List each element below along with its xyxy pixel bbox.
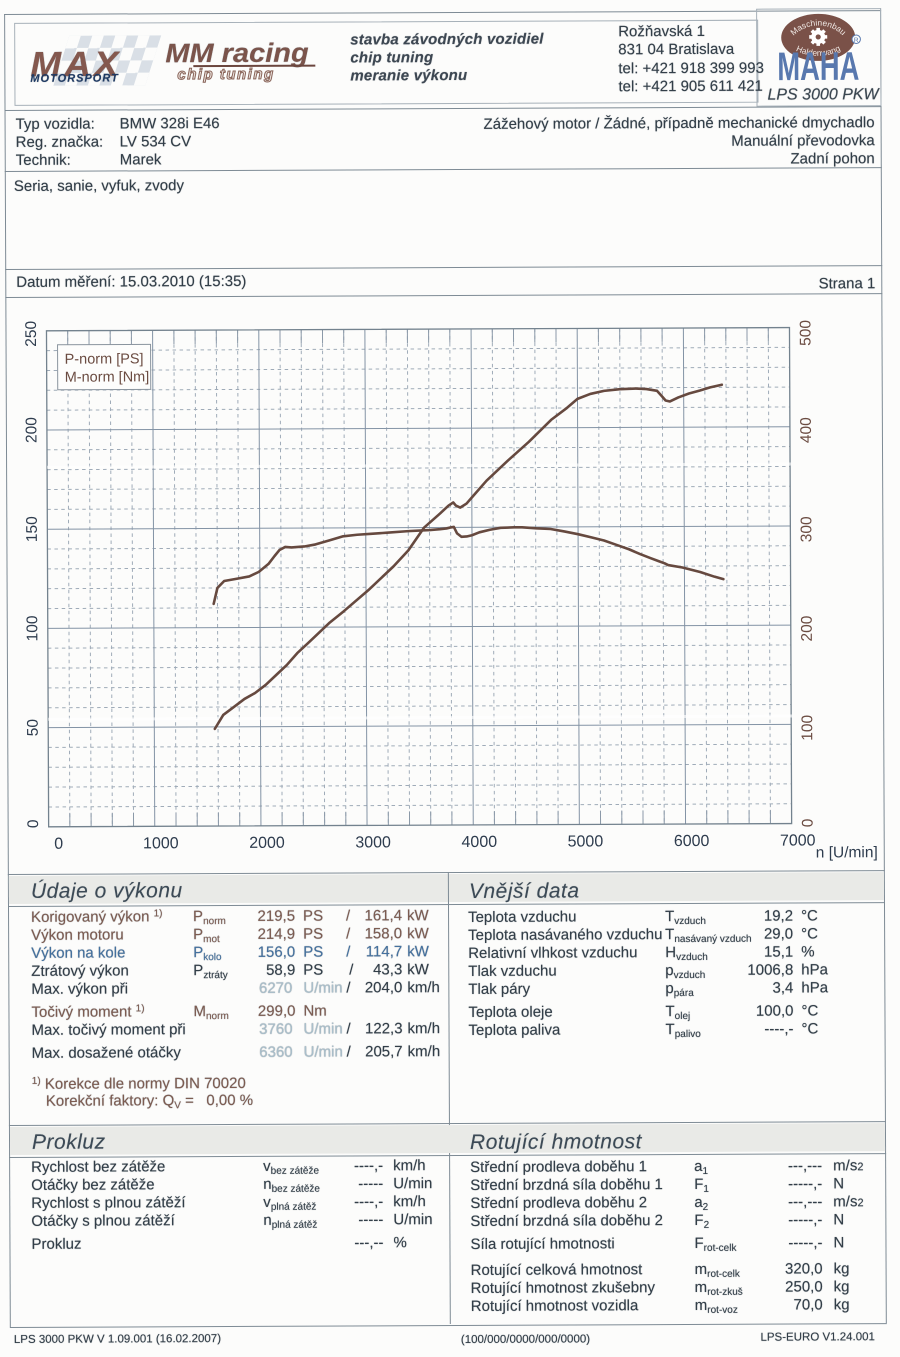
svg-text:0: 0	[25, 819, 42, 828]
svg-text:200: 200	[23, 417, 40, 443]
svg-text:P-norm [PS]: P-norm [PS]	[65, 351, 144, 367]
svg-text:100: 100	[799, 714, 816, 740]
svg-text:7000: 7000	[780, 832, 816, 849]
svg-text:5000: 5000	[568, 833, 604, 850]
svg-text:0: 0	[800, 818, 817, 827]
svg-text:Haldenwang: Haldenwang	[795, 42, 842, 57]
svg-text:50: 50	[25, 719, 42, 737]
svg-text:M-norm [Nm]: M-norm [Nm]	[65, 369, 150, 385]
svg-text:300: 300	[798, 516, 815, 542]
svg-text:100: 100	[24, 615, 41, 641]
svg-text:400: 400	[798, 417, 815, 443]
svg-text:0: 0	[54, 836, 63, 853]
svg-text:n [U/min]: n [U/min]	[816, 844, 878, 861]
svg-text:4000: 4000	[461, 834, 497, 851]
svg-text:2000: 2000	[249, 835, 285, 852]
svg-text:6000: 6000	[674, 833, 710, 850]
svg-text:150: 150	[24, 516, 41, 542]
svg-text:3000: 3000	[355, 834, 391, 851]
svg-text:200: 200	[799, 615, 816, 641]
svg-text:R: R	[854, 37, 859, 44]
svg-text:MAHA: MAHA	[777, 44, 859, 88]
svg-text:500: 500	[797, 320, 814, 346]
svg-text:1000: 1000	[143, 835, 179, 852]
svg-text:250: 250	[23, 321, 40, 347]
